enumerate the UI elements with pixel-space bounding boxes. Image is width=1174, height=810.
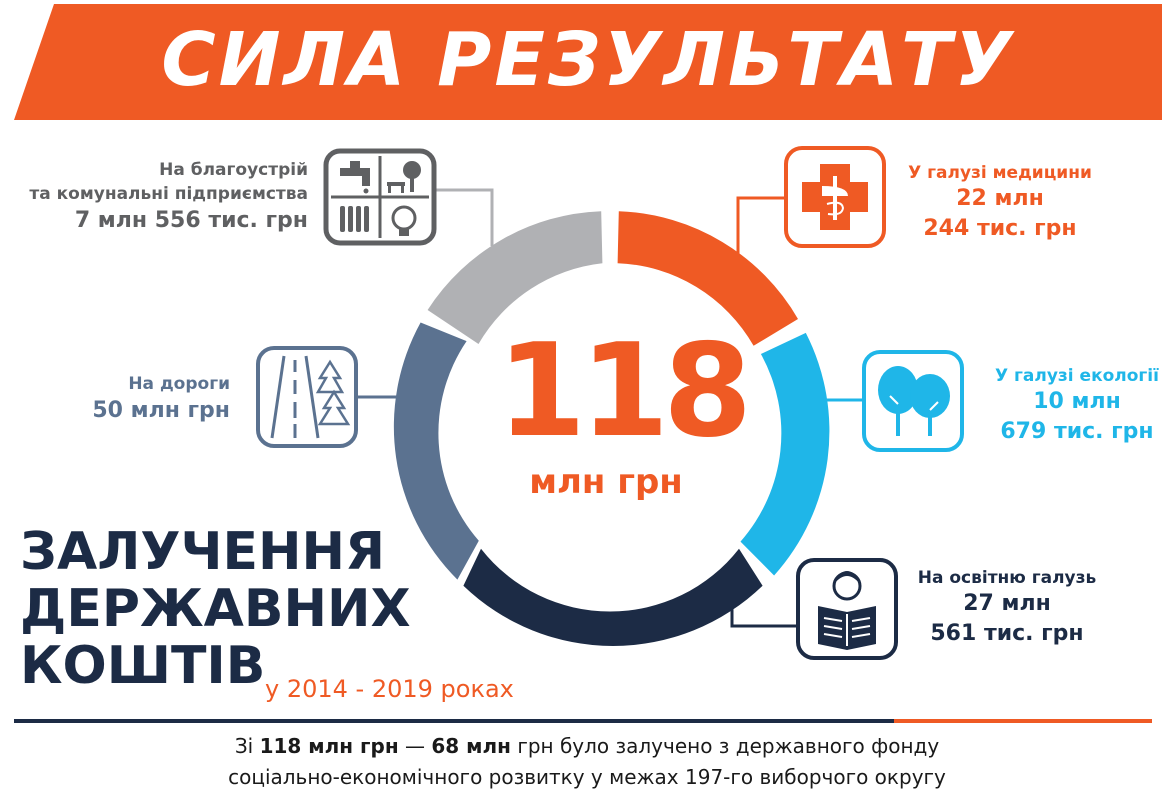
ecology-label: У галузі екології 10 млн 679 тис. грн: [980, 365, 1174, 447]
education-amount-line2: 561 тис. грн: [930, 621, 1084, 646]
roads-label: На дороги 50 млн грн: [92, 372, 230, 426]
banner-title: СИЛА РЕЗУЛЬТАТУ: [161, 17, 1015, 103]
total-amount: 118: [497, 317, 752, 466]
education-title: На освітню галузь: [917, 568, 1097, 588]
utilities-amount: 7 млн 556 тис. грн: [74, 208, 308, 233]
footer-prefix: Зі: [234, 734, 260, 758]
medicine-title: У галузі медицини: [908, 163, 1092, 183]
heading-line2: ДЕРЖАВНИХ: [20, 579, 411, 639]
road-icon: [256, 346, 358, 448]
roads-title: На дороги: [128, 374, 230, 394]
segment-medicine: [617, 211, 798, 346]
footer-line1: Зі 118 млн грн — 68 млн грн було залучен…: [0, 731, 1174, 761]
utilities-title-line1: На благоустрій: [159, 160, 308, 180]
ecology-title: У галузі екології: [995, 366, 1159, 386]
education-label: На освітню галузь 27 млн 561 тис. грн: [912, 567, 1102, 649]
ecology-amount-line1: 10 млн: [1033, 389, 1121, 414]
total-unit: млн грн: [529, 462, 683, 502]
medicine-amount-line2: 244 тис. грн: [923, 216, 1077, 241]
footer-rest: грн було залучено з державного фонду: [510, 734, 940, 758]
title-banner: СИЛА РЕЗУЛЬТАТУ: [14, 0, 1162, 120]
banner-background: [14, 4, 1162, 120]
connector-utilities: [436, 188, 494, 246]
utilities-title-line2: та комунальні підприємства: [29, 184, 308, 204]
utilities-label: На благоустрій та комунальні підприємств…: [29, 158, 308, 236]
reading-person-icon: [796, 558, 898, 660]
ecology-amount-line2: 679 тис. грн: [1000, 419, 1154, 444]
medicine-label: У галузі медицини 22 млн 244 тис. грн: [896, 162, 1104, 244]
divider-dark: [14, 719, 894, 723]
segment-roads: [393, 322, 479, 580]
education-amount-line1: 27 млн: [963, 591, 1051, 616]
roads-amount: 50 млн грн: [92, 398, 230, 423]
footer-total: 118 млн грн: [259, 734, 399, 758]
heading-period: у 2014 - 2019 роках: [265, 675, 514, 703]
medicine-amount-line1: 22 млн: [956, 186, 1044, 211]
footer-line2: соціально-економічного розвитку у межах …: [228, 765, 946, 789]
segment-utilities: [427, 211, 603, 344]
heading-line1: ЗАЛУЧЕННЯ: [20, 522, 386, 582]
heading-line3: КОШТІВ: [20, 636, 266, 696]
heading: ЗАЛУЧЕННЯ ДЕРЖАВНИХ КОШТІВ: [20, 524, 411, 695]
footer-dash: —: [398, 734, 432, 758]
utilities-icon: [323, 148, 437, 246]
trees-icon: [862, 350, 964, 452]
segment-education: [463, 548, 763, 646]
segment-ecology: [740, 332, 830, 576]
connector-medicine: [736, 196, 786, 256]
footer-state-amount: 68 млн: [431, 734, 511, 758]
medical-cross-icon: [784, 146, 886, 248]
connector-education: [730, 566, 800, 628]
divider-orange: [894, 719, 1152, 723]
